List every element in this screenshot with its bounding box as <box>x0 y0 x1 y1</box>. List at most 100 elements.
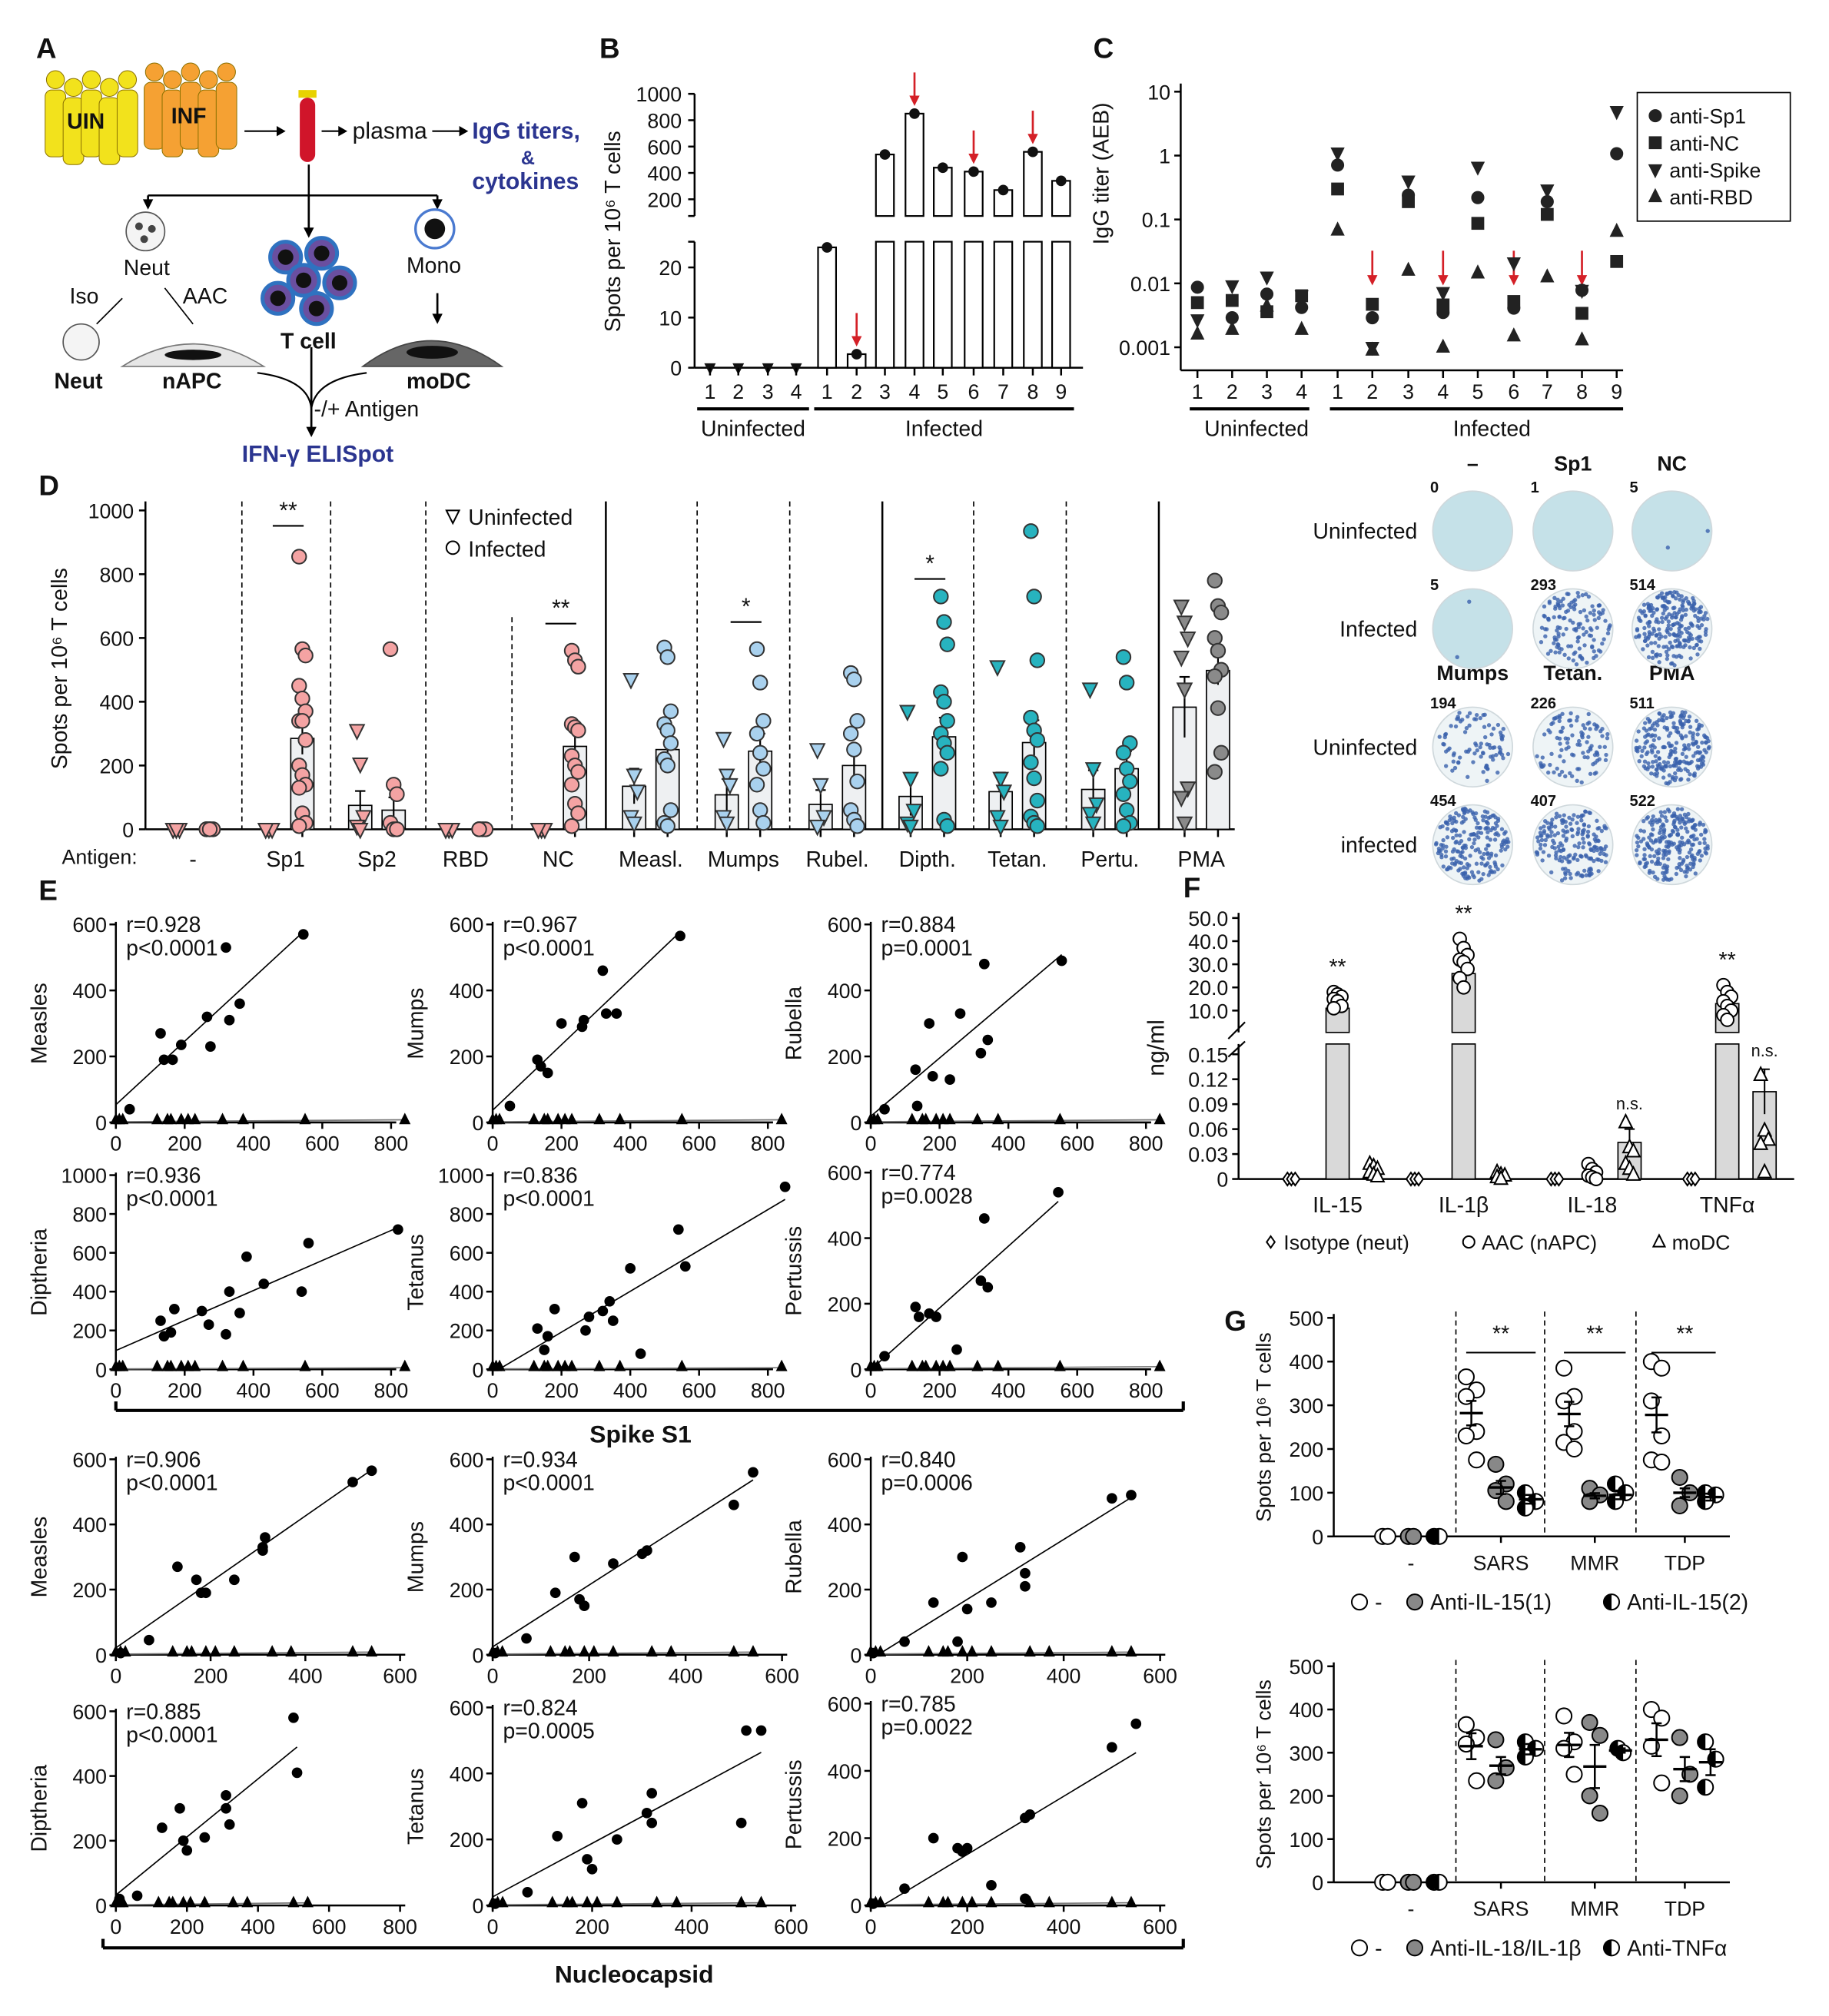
elispot-spot <box>1668 751 1673 757</box>
elispot-spot <box>1539 834 1543 838</box>
e-x-tick-label: 200 <box>168 1379 202 1402</box>
e-point-infected <box>178 1835 189 1846</box>
elispot-spot <box>1686 811 1691 817</box>
elispot-count: 5 <box>1629 479 1638 496</box>
red-arrow-icon <box>909 72 920 106</box>
mono-label: Mono <box>407 254 461 278</box>
e-point-infected <box>552 1831 563 1842</box>
g-significance-label: ** <box>1586 1321 1603 1346</box>
g-x-tick-label: TDP <box>1665 1897 1706 1920</box>
elispot-spot <box>1492 870 1497 874</box>
elispot-spot <box>1559 769 1565 774</box>
g-point <box>1581 1787 1598 1805</box>
e-point-infected <box>583 1311 595 1322</box>
elispot-well <box>1631 588 1713 670</box>
e-y-tick-label: 1000 <box>438 1165 484 1188</box>
e-point-uninfected <box>299 1112 311 1125</box>
elispot-spot <box>1584 629 1588 635</box>
elispot-spot <box>1649 771 1654 776</box>
elispot-spot <box>1575 870 1581 875</box>
c-point-anti-NC <box>1540 207 1554 221</box>
d-point-uninfected <box>812 778 829 795</box>
elispot-spot <box>1560 711 1565 716</box>
f-point <box>1625 1165 1641 1181</box>
e-regression-line <box>492 1479 754 1648</box>
elispot-spot <box>1665 781 1671 786</box>
elispot-spot <box>1663 595 1668 600</box>
elispot-spot <box>1472 837 1477 842</box>
e-point-uninfected <box>544 1645 556 1657</box>
tube-cap-icon <box>298 90 317 98</box>
elispot-spot <box>1687 817 1691 822</box>
elispot-spot <box>1662 764 1668 769</box>
e-point-infected <box>234 998 245 1010</box>
e-point-uninfected <box>937 1359 949 1371</box>
elispot-spot <box>1454 819 1459 824</box>
elispot-spot <box>1603 844 1608 849</box>
antigen-label: -/+ Antigen <box>314 397 419 422</box>
e-x-tick-label: 200 <box>950 1665 984 1688</box>
g-y-axis-label: Spots per 10⁶ T cells <box>1253 1679 1276 1869</box>
elispot-spot <box>1535 835 1540 840</box>
elispot-spot <box>1449 724 1453 728</box>
elispot-spot <box>1697 724 1701 729</box>
elispot-spot <box>1467 837 1472 842</box>
d-point-infected <box>294 691 310 707</box>
f-y-tick-label: 0.06 <box>1188 1119 1228 1142</box>
d-point-uninfected <box>992 771 1009 789</box>
elispot-spot <box>1486 856 1492 860</box>
e-point-uninfected <box>985 1645 997 1657</box>
elispot-spot <box>1462 730 1468 734</box>
elispot-spot <box>1552 595 1557 601</box>
f-y-tick-label: 0.09 <box>1188 1093 1228 1116</box>
elispot-spot <box>1691 833 1696 838</box>
elispot-spot <box>1681 819 1686 824</box>
elispot-spot <box>1678 607 1682 612</box>
elispot-spot <box>1681 645 1686 649</box>
elispot-spot <box>1635 749 1640 754</box>
e-point-infected <box>296 1286 307 1298</box>
e-point-infected <box>608 1558 619 1569</box>
elispot-spot <box>1469 844 1475 850</box>
elispot-spot <box>1699 622 1705 628</box>
elispot-spot <box>1577 738 1582 744</box>
b-x-tick-label: 8 <box>1027 380 1039 403</box>
e-x-tick-label: 800 <box>383 1915 417 1938</box>
g-y-tick-label: 300 <box>1289 1742 1323 1765</box>
e-x-group-label: Spike S1 <box>589 1421 692 1448</box>
elispot-spot <box>1651 626 1656 632</box>
e-point-infected <box>910 1064 921 1076</box>
e-correlation-r: r=0.836 <box>503 1164 577 1189</box>
elispot-spot <box>1650 655 1655 660</box>
g-point <box>1379 1527 1396 1545</box>
elispot-spot <box>1678 644 1683 649</box>
elispot-spot <box>1678 821 1682 825</box>
e-point-uninfected <box>665 1645 677 1657</box>
elispot-spot <box>1579 818 1584 823</box>
e-y-tick-label: 800 <box>450 1203 484 1226</box>
g-point <box>1697 1779 1714 1796</box>
g-point <box>1697 1733 1714 1751</box>
e-point-uninfected <box>228 1645 241 1657</box>
elispot-spot <box>1666 647 1671 652</box>
elispot-spot <box>1670 645 1675 650</box>
e-regression-line <box>115 1746 298 1896</box>
elispot-spot <box>1568 871 1572 877</box>
d-point-uninfected <box>902 771 919 789</box>
d-point-uninfected <box>995 784 1013 801</box>
e-point-uninfected <box>559 1112 571 1125</box>
elispot-spot <box>1452 847 1456 852</box>
elispot-spot <box>1575 590 1580 595</box>
arrow-head <box>909 95 920 106</box>
elispot-spot <box>1651 606 1655 611</box>
elispot-well <box>1532 588 1614 670</box>
elispot-spot <box>1561 867 1565 871</box>
e-point-uninfected <box>493 1359 506 1371</box>
e-point-infected <box>961 1842 973 1854</box>
elispot-spot <box>1668 764 1673 769</box>
elispot-spot <box>1568 821 1573 826</box>
elispot-spot <box>1679 594 1684 598</box>
elispot-spot <box>1600 642 1605 646</box>
d-point-uninfected <box>1176 615 1193 632</box>
b-bar-lower <box>993 240 1014 369</box>
